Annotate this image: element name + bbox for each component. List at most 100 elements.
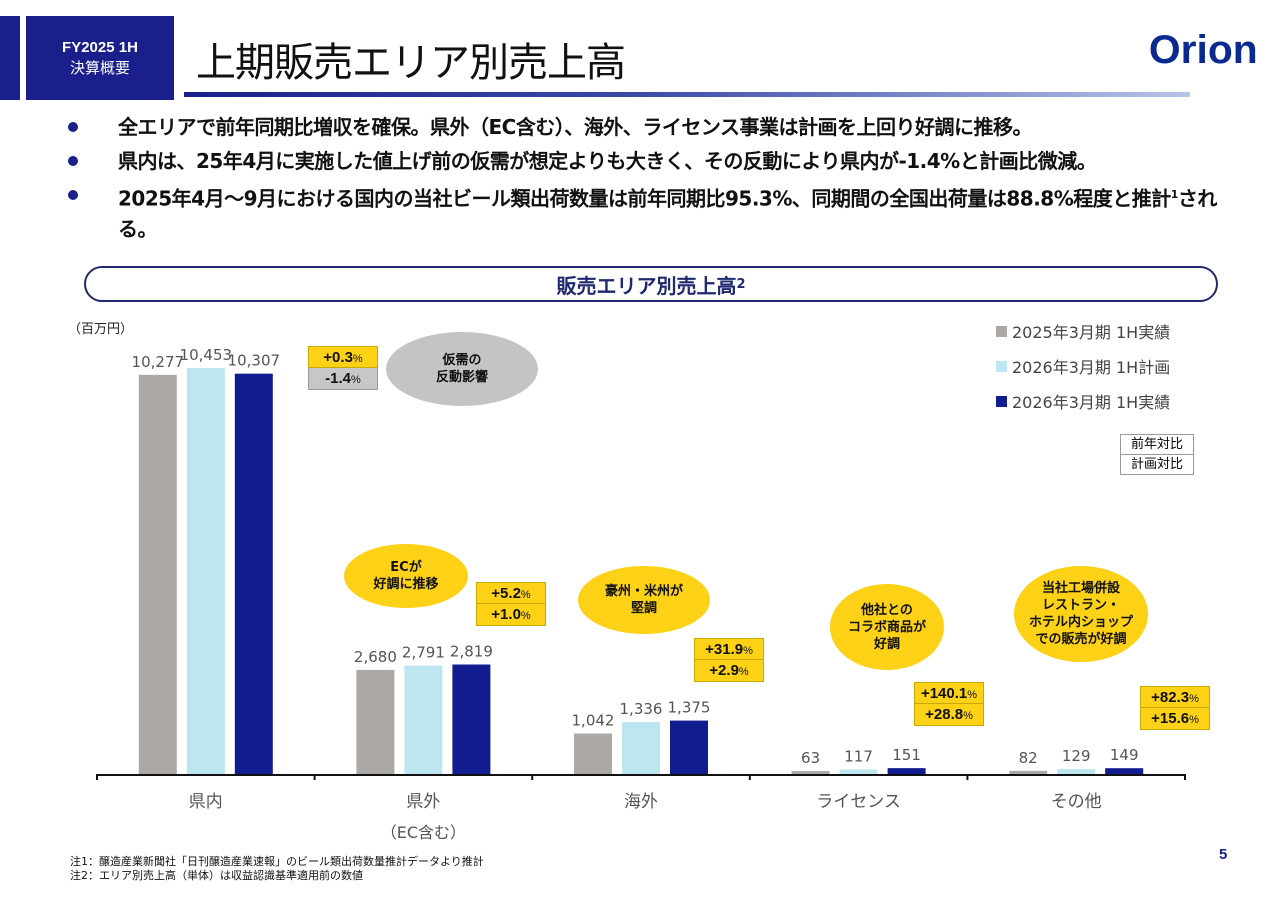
x-tick-label: 県外	[406, 792, 440, 812]
bullet-item: 全エリアで前年同期比増収を確保。県外（EC含む）、海外、ライセンス事業は計画を上…	[60, 112, 1240, 142]
callout-bubble: 他社との コラボ商品が 好調	[830, 584, 944, 670]
section-title: 販売エリア別売上高	[556, 273, 737, 298]
comparison-box: +5.2% +1.0%	[476, 582, 546, 626]
bar-value-label: 82	[1019, 749, 1038, 767]
footnotes: 注1：醸造産業新聞社「日刊醸造産業速報」のビール類出荷数量推計データより推計 注…	[70, 855, 484, 883]
bar	[138, 374, 177, 774]
callout-bubble: 仮需の 反動影響	[386, 332, 538, 406]
key-plan-label: 計画対比	[1121, 454, 1193, 474]
callout-bubble: ECが 好調に推移	[344, 544, 468, 608]
bar-value-label: 2,680	[354, 648, 397, 666]
bar	[887, 768, 926, 774]
x-tick-label: 海外	[624, 792, 658, 812]
bar	[791, 771, 830, 774]
bar	[452, 664, 491, 774]
bar-value-label: 2,791	[402, 644, 445, 662]
bar	[1105, 768, 1144, 774]
plan-percent: +1.0%	[476, 604, 546, 626]
bullet-dot-icon	[68, 190, 78, 200]
legend-item: 2026年3月期 1H実績	[996, 388, 1170, 414]
legend-label: 2025年3月期 1H実績	[1012, 323, 1171, 342]
bullet-text: 全エリアで前年同期比増収を確保。県外（EC含む）、海外、ライセンス事業は計画を上…	[118, 115, 1032, 139]
callout-text: 当社工場併設 レストラン・ ホテル内ショップ での販売が好調	[1028, 581, 1133, 647]
legend-item: 2026年3月期 1H計画	[996, 353, 1170, 379]
yoy-percent: +31.9%	[694, 638, 764, 660]
legend-swatch	[996, 360, 1007, 372]
legend-swatch	[996, 395, 1007, 407]
section-header: 販売エリア別売上高 2	[84, 266, 1218, 302]
bullet-dot-icon	[68, 122, 78, 132]
bar	[839, 769, 878, 774]
bar-value-label: 129	[1062, 747, 1091, 765]
bar	[1057, 768, 1096, 774]
callout-bubble: 当社工場併設 レストラン・ ホテル内ショップ での販売が好調	[1014, 566, 1148, 662]
plan-percent: -1.4%	[308, 368, 378, 390]
callout-text: 他社との コラボ商品が 好調	[847, 602, 926, 652]
page-title: 上期販売エリア別売上高	[196, 40, 626, 86]
plan-percent: +28.8%	[914, 704, 984, 726]
bar-value-label: 1,375	[668, 699, 711, 717]
yoy-percent: +140.1%	[914, 682, 984, 704]
chart-legend: 2025年3月期 1H実績 2026年3月期 1H計画 2026年3月期 1H実…	[996, 318, 1170, 423]
legend-label: 2026年3月期 1H実績	[1012, 393, 1171, 412]
period-badge: FY2025 1H 決算概要	[26, 16, 174, 100]
comparison-key: 前年対比 計画対比	[1120, 434, 1194, 475]
footnote-ref: 2	[736, 276, 746, 292]
bar	[1009, 770, 1048, 774]
bar-value-label: 10,307	[228, 352, 281, 370]
header-edge-bar	[0, 16, 20, 100]
bar	[670, 720, 708, 774]
summary-bullets: 全エリアで前年同期比増収を確保。県外（EC含む）、海外、ライセンス事業は計画を上…	[60, 112, 1240, 248]
plan-percent: +2.9%	[694, 660, 764, 682]
footnote-2: 注2：エリア別売上高（単体）は収益認識基準適用前の数値	[70, 869, 363, 882]
bar-value-label: 63	[801, 749, 820, 767]
bar-value-label: 149	[1110, 746, 1139, 764]
bar	[234, 373, 273, 774]
unit-label: （百万円）	[68, 322, 134, 337]
bar	[622, 722, 660, 774]
bar-value-label: 10,453	[180, 346, 233, 364]
legend-item: 2025年3月期 1H実績	[996, 318, 1170, 344]
callout-text: 仮需の 反動影響	[435, 353, 488, 385]
x-tick-label: その他	[1051, 792, 1102, 812]
yoy-percent: +5.2%	[476, 582, 546, 604]
x-tick-label: ライセンス	[816, 792, 901, 812]
bar-value-label: 2,819	[450, 643, 493, 661]
plan-percent: +15.6%	[1140, 708, 1210, 730]
bar-value-label: 1,336	[620, 700, 663, 718]
x-tick-label: 県内	[189, 792, 223, 812]
bullet-item: 2025年4月～9月における国内の当社ビール類出荷数量は前年同期比95.3%、同…	[60, 180, 1218, 244]
comparison-box: +82.3% +15.6%	[1140, 686, 1210, 730]
footnote-ref: 1	[1170, 188, 1179, 201]
bar-value-label: 10,277	[132, 353, 185, 371]
page-number: 5	[1219, 846, 1228, 863]
yoy-percent: +0.3%	[308, 346, 378, 368]
bar	[186, 368, 225, 774]
bar	[404, 665, 443, 774]
bullet-dot-icon	[68, 156, 78, 166]
bar-value-label: 1,042	[572, 712, 615, 730]
badge-subtitle: 決算概要	[69, 60, 130, 77]
key-yoy-label: 前年対比	[1130, 437, 1183, 452]
bar-value-label: 151	[892, 746, 921, 764]
footnote-1: 注1：醸造産業新聞社「日刊醸造産業速報」のビール類出荷数量推計データより推計	[70, 855, 484, 868]
callout-text: 豪州・米州が 堅調	[604, 584, 683, 616]
legend-label: 2026年3月期 1H計画	[1012, 358, 1171, 377]
bar-value-label: 117	[844, 747, 873, 765]
bullet-item: 県内は、25年4月に実施した値上げ前の仮需が想定よりも大きく、その反動により県内…	[60, 146, 1240, 176]
bullet-text: 2025年4月～9月における国内の当社ビール類出荷数量は前年同期比95.3%、同…	[118, 186, 1171, 211]
callout-text: ECが 好調に推移	[373, 560, 439, 592]
x-tick-sublabel: （EC含む）	[381, 823, 466, 842]
company-logo: Orion	[1148, 28, 1258, 72]
legend-swatch	[996, 325, 1007, 337]
title-underline	[184, 92, 1190, 97]
callout-bubble: 豪州・米州が 堅調	[578, 566, 710, 634]
yoy-percent: +82.3%	[1140, 686, 1210, 708]
bar	[574, 733, 612, 774]
bullet-text-tail: される。	[118, 186, 1217, 241]
comparison-box: +140.1% +28.8%	[914, 682, 984, 726]
bar	[356, 669, 395, 774]
badge-period: FY2025 1H	[62, 39, 138, 56]
comparison-box: +31.9% +2.9%	[694, 638, 764, 682]
